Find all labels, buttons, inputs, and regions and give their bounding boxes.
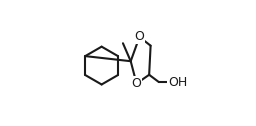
Text: OH: OH bbox=[168, 76, 187, 89]
Text: O: O bbox=[132, 77, 142, 90]
Text: O: O bbox=[134, 30, 144, 43]
